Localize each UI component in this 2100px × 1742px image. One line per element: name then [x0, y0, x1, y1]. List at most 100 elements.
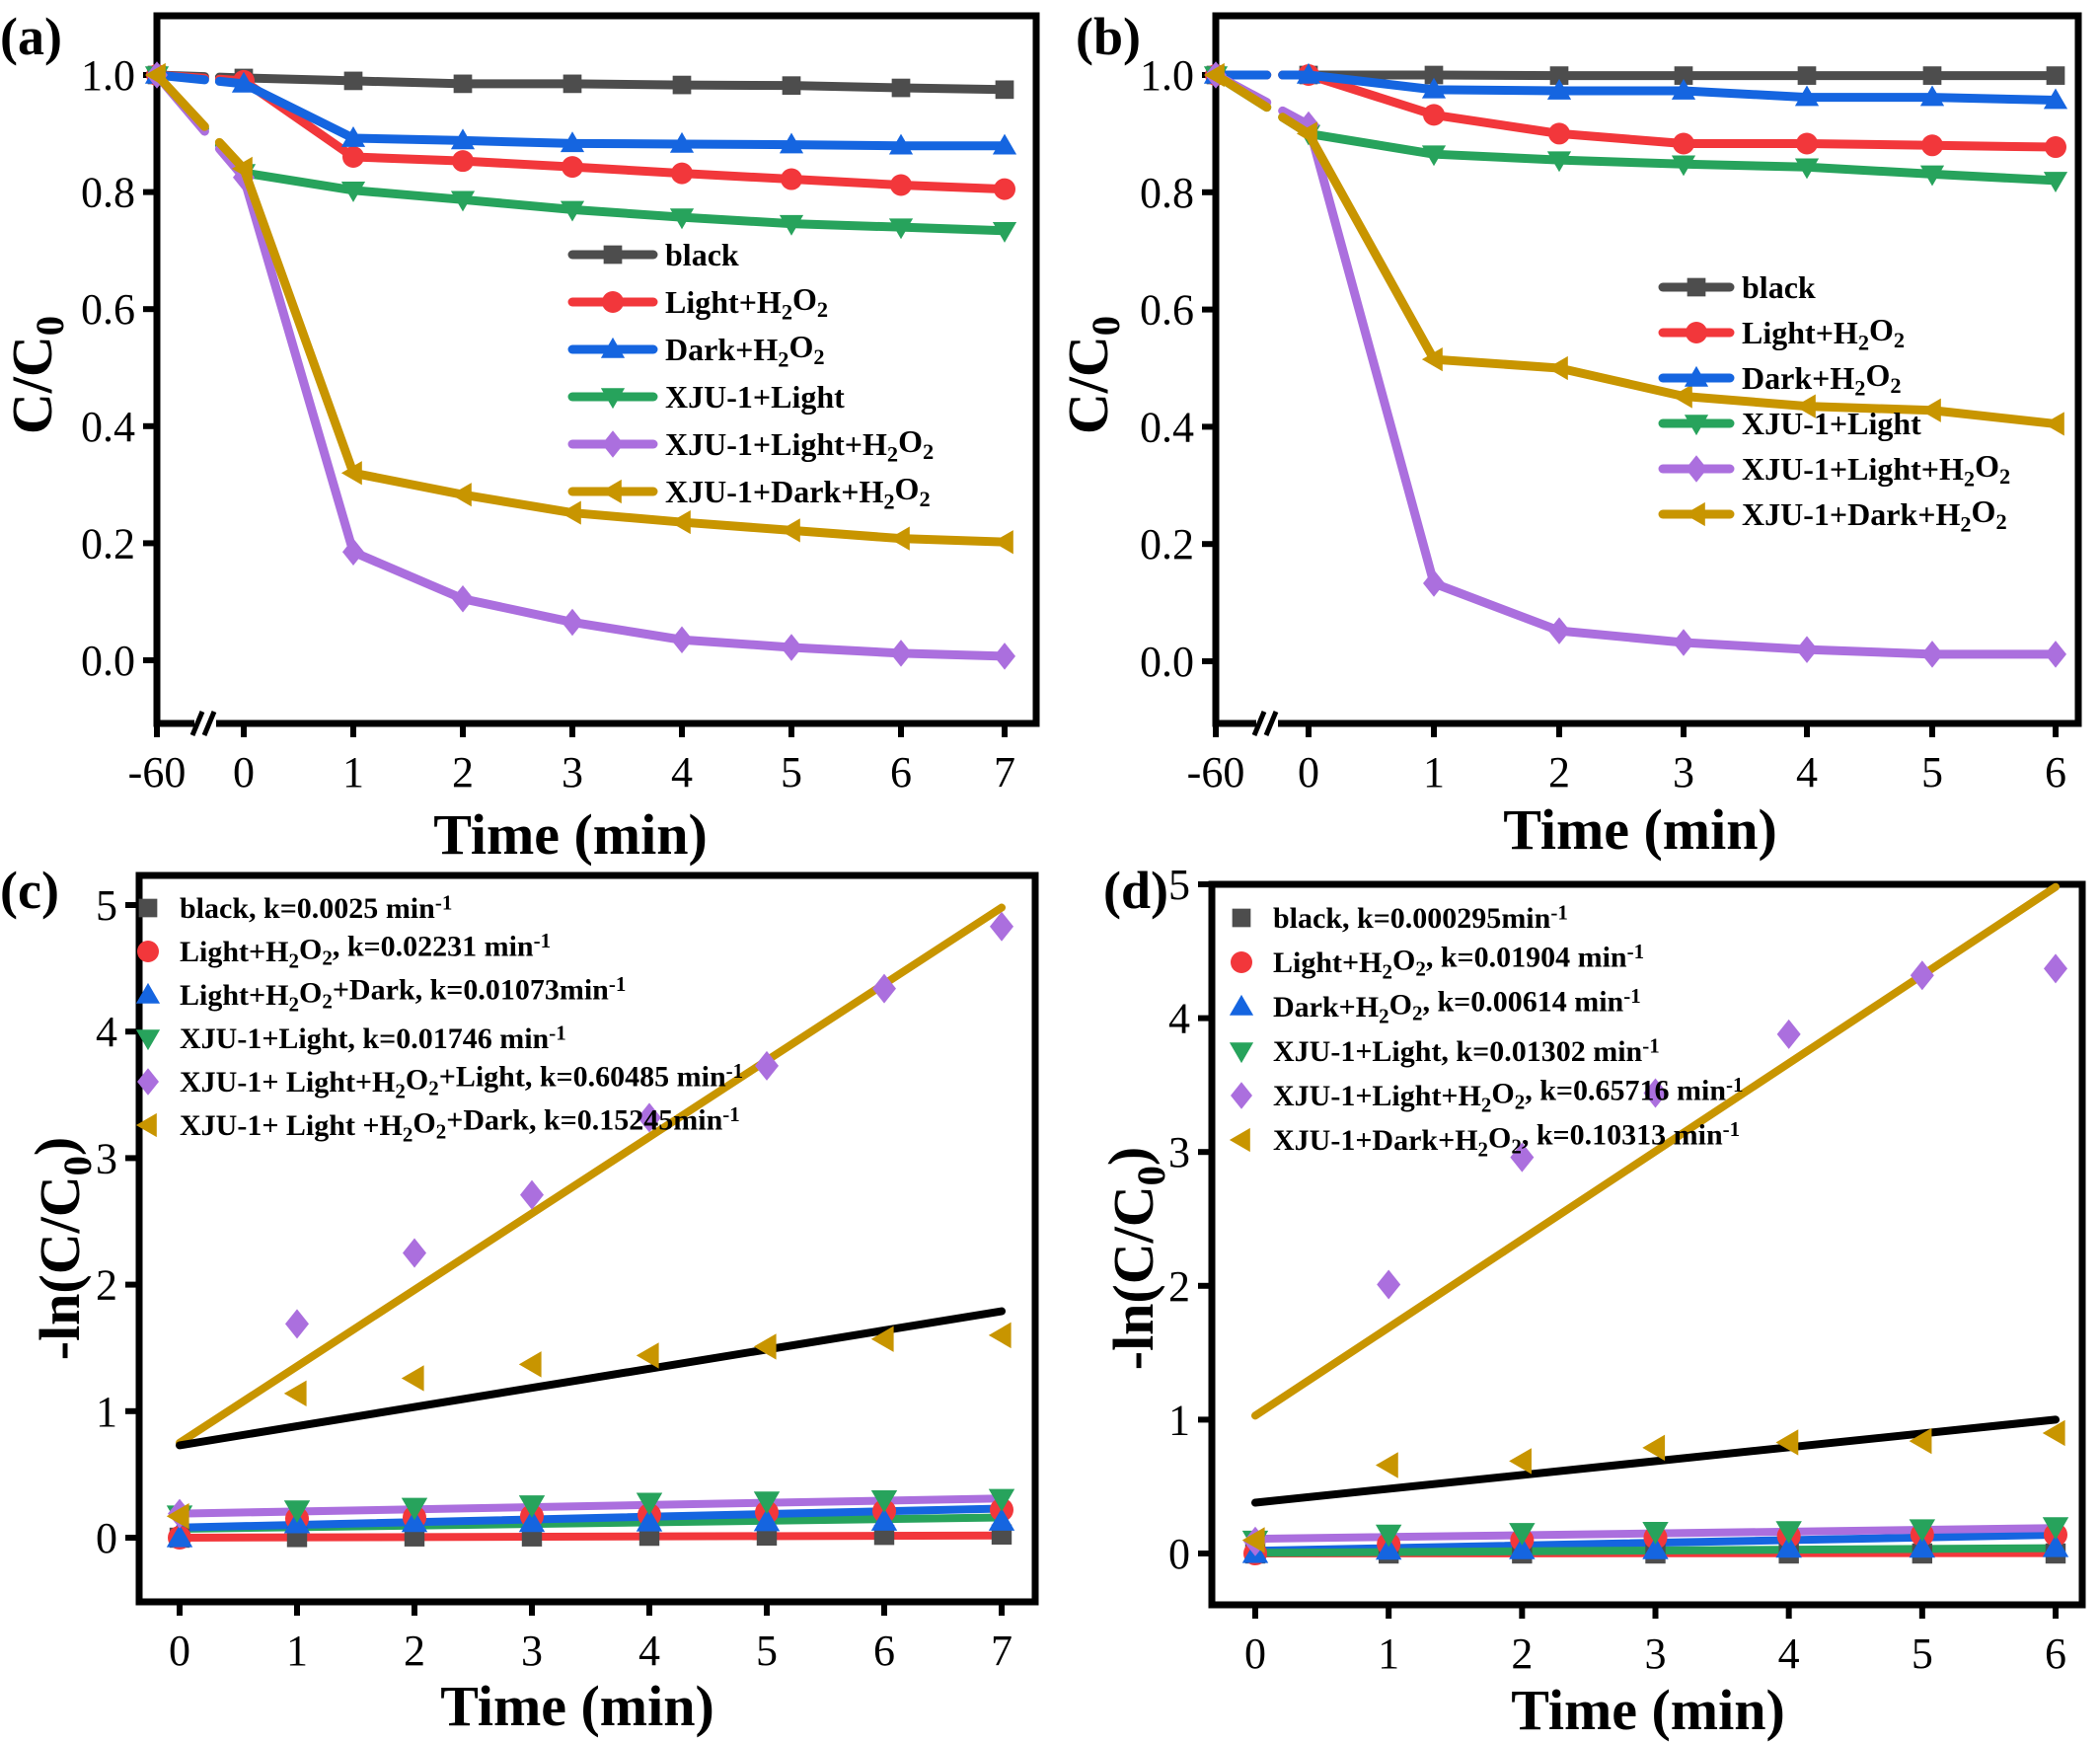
data-point	[560, 200, 585, 222]
text-span: O	[299, 976, 322, 1009]
legend-marker	[137, 941, 159, 962]
data-point	[1423, 569, 1445, 597]
text-span: +Dark, k=0.15245	[446, 1104, 673, 1137]
text-span: H	[753, 332, 778, 367]
data-point	[1796, 636, 1818, 663]
x-tick-label: 2	[404, 1627, 425, 1675]
text-span: O	[406, 1063, 428, 1096]
data-point	[401, 1497, 428, 1521]
data-point	[671, 162, 693, 185]
x-axis-title: Time (min)	[440, 1674, 714, 1738]
series-light-h2o2-dark	[166, 1508, 1015, 1548]
series-line	[239, 167, 1006, 547]
text-span: , k=0.01904	[1426, 942, 1578, 974]
data-point	[166, 1524, 193, 1548]
data-point	[342, 538, 364, 567]
text-span: min	[1593, 1035, 1642, 1068]
text-span: H	[1935, 496, 1960, 532]
data-point	[2042, 1517, 2069, 1541]
data-point	[1296, 121, 1317, 146]
data-point	[1509, 1523, 1536, 1546]
text-span: 0	[55, 1156, 100, 1175]
text-span: 2	[1894, 328, 1905, 352]
data-point	[340, 125, 366, 147]
data-point	[1910, 960, 1934, 991]
data-point	[1673, 132, 1694, 155]
legend-label: XJU-1+Light+H2O2	[665, 423, 934, 467]
y-tick-label: 0.6	[1140, 286, 1194, 335]
data-point	[872, 973, 896, 1004]
text-span: H	[1459, 1080, 1481, 1112]
y-tick-label: 1.0	[81, 51, 135, 100]
legend-label: Light+H2O2, k=0.02231 min-1	[180, 929, 551, 972]
text-span: C	[1056, 336, 1120, 377]
data-point	[1241, 1527, 1265, 1553]
text-span: 2	[1415, 957, 1426, 981]
data-point	[870, 1508, 898, 1531]
text-span: min	[560, 974, 609, 1007]
data-point	[2043, 172, 2068, 193]
y-tick-label: 1.0	[1140, 51, 1194, 100]
data-point	[1921, 641, 1943, 668]
x-tick-label: 6	[890, 748, 912, 796]
x-axis-title: Time (min)	[1503, 797, 1777, 862]
data-point	[166, 1503, 189, 1530]
x-tick-label: 0	[1244, 1629, 1266, 1678]
text-span: 2	[1379, 1004, 1389, 1027]
text-span: )	[1096, 1147, 1161, 1166]
y-tick-label: 0.8	[81, 169, 135, 217]
data-point	[453, 74, 473, 94]
legend-marker	[138, 898, 158, 918]
x-tick-label: 6	[2045, 748, 2066, 796]
legend-marker	[1232, 908, 1251, 928]
legend-label: Dark+H2O2, k=0.00614 min-1	[1273, 984, 1641, 1027]
data-point	[781, 634, 802, 661]
plot-frame	[1212, 12, 2082, 727]
data-point	[1546, 151, 1572, 173]
y-tick-label: 4	[1168, 995, 1190, 1043]
text-span: 2	[403, 1122, 413, 1146]
fit-line	[176, 1504, 1006, 1532]
data-point	[1549, 66, 1569, 85]
text-span: min	[1578, 942, 1627, 974]
data-point	[888, 218, 914, 240]
data-point	[1421, 145, 1447, 167]
text-span: H	[265, 979, 288, 1012]
data-point	[2042, 1419, 2065, 1447]
data-point	[1919, 398, 1941, 422]
legend-label: XJU-1+Light+H2O2, k=0.65716 min-1	[1273, 1073, 1744, 1116]
x-axis-title: Time (min)	[1511, 1678, 1785, 1742]
x-tick-label: 0	[169, 1627, 190, 1675]
fit-line	[176, 903, 1006, 1447]
text-span: 2	[1382, 959, 1392, 983]
data-point	[1922, 66, 1942, 85]
legend-label: black, k=0.0025 min-1	[180, 891, 452, 925]
legend-marker	[1229, 994, 1254, 1016]
data-point	[669, 131, 695, 153]
data-point	[1203, 62, 1225, 88]
text-span: H	[862, 426, 887, 462]
text-span: O	[1491, 1077, 1514, 1109]
text-span: -ln(C/	[28, 1216, 92, 1360]
text-span: O	[299, 933, 322, 965]
data-point	[1546, 78, 1572, 100]
data-point	[1674, 66, 1693, 85]
text-span: XJU-1+Light+	[1273, 1080, 1459, 1112]
text-span: Light+	[180, 979, 265, 1012]
text-span: -1	[726, 1059, 744, 1083]
data-point	[779, 132, 804, 154]
data-point	[403, 1238, 426, 1268]
series-line	[241, 79, 1005, 151]
data-point	[669, 208, 695, 230]
text-span: 2	[288, 948, 299, 972]
data-point	[1375, 1524, 1402, 1548]
data-point	[1377, 1269, 1401, 1300]
data-point	[518, 1351, 542, 1378]
text-span: 2	[1995, 509, 2006, 534]
data-point	[518, 1509, 546, 1533]
data-point	[638, 1102, 661, 1133]
text-span: -1	[435, 891, 453, 915]
data-point	[672, 75, 692, 95]
data-point	[1423, 104, 1445, 126]
